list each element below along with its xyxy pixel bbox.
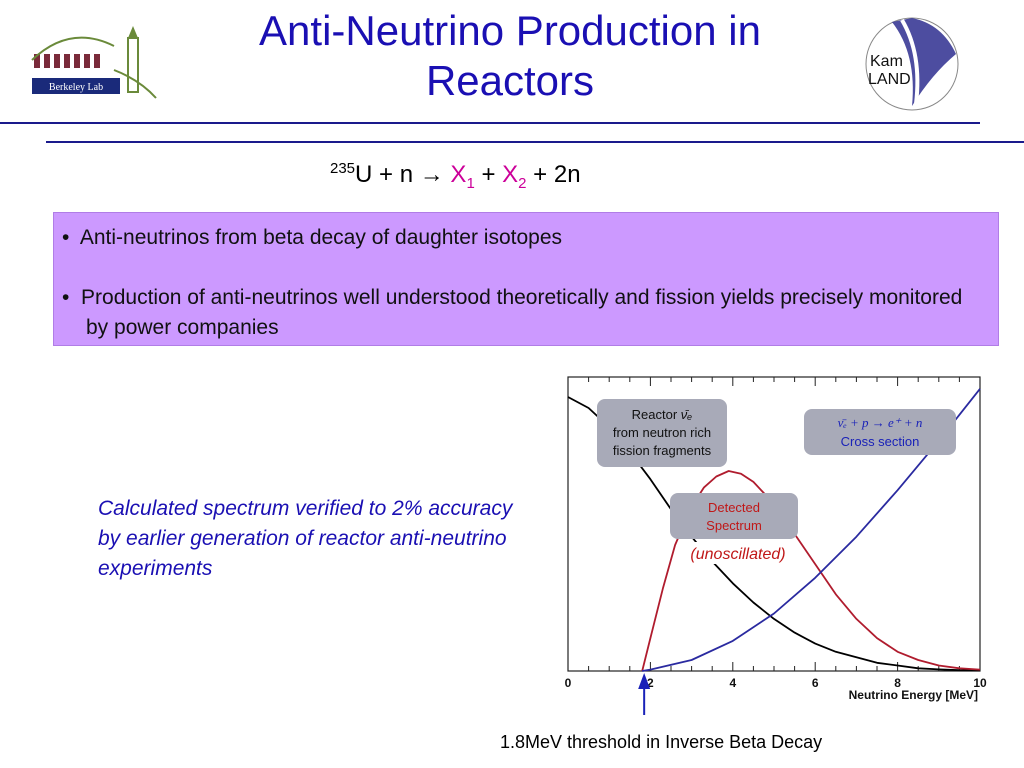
cross-section-label: Cross section: [841, 434, 920, 449]
fragment-x2-symbol: X: [502, 161, 519, 188]
uranium-mass-number: 235: [330, 160, 356, 177]
spectrum-chart: 0 2 4 6 8 10 Reactor ν̄ₑ from neutron rich fi…: [565, 376, 987, 715]
threshold-arrow-head: [638, 673, 651, 689]
fragment-x2-subscript: 2: [518, 174, 527, 192]
page-title: Anti-Neutrino Production in Reactors: [150, 6, 870, 106]
plus-two-neutrons: + 2n: [526, 161, 581, 188]
spectrum-note: Calculated spectrum verified to 2% accur…: [98, 497, 513, 580]
reactor-label-box: [597, 399, 727, 467]
unoscillated-label-bg: [678, 542, 798, 564]
x-tick-label: 2: [647, 676, 654, 690]
detected-label-box: [670, 493, 798, 539]
fragment-x1-subscript: 1: [466, 174, 475, 192]
x-tick-label: 6: [812, 676, 819, 690]
bullet-box: • Anti-neutrinos from beta decay of daug…: [53, 212, 999, 346]
plus-neutron: + n: [372, 161, 420, 188]
berkeley-lab-logo: Berkeley Lab: [31, 26, 157, 99]
reactor-label-word: Reactor: [632, 407, 681, 422]
bullet-item-1: • Anti-neutrinos from beta decay of daug…: [62, 226, 562, 249]
x-tick-label: 0: [565, 676, 572, 690]
header-rule-bottom: [46, 141, 1024, 143]
detected-label-line-1: Detected: [708, 500, 760, 515]
fragment-x1: X1: [450, 161, 474, 192]
x-axis-label: Neutrino Energy [MeV]: [849, 688, 978, 702]
fragment-x1-symbol: X: [450, 161, 467, 188]
bullet-item-2: • Production of anti-neutrinos well unde…: [62, 286, 963, 339]
berkeley-lab-text: Berkeley Lab: [49, 82, 103, 93]
x-axis-tick-labels: 0 2 4 6 8 10: [565, 676, 987, 690]
reactor-label-symbol: ν̄ₑ: [681, 407, 693, 422]
threshold-label: 1.8MeV threshold in Inverse Beta Decay: [500, 732, 823, 752]
x-tick-label: 10: [973, 676, 987, 690]
plus-sign: +: [474, 161, 503, 188]
unoscillated-label: (unoscillated): [690, 546, 785, 563]
bullet-text-2: Production of anti-neutrinos well unders…: [81, 286, 963, 339]
fragment-x2: X2: [502, 161, 526, 192]
cross-section-formula: ν̄ₑ + p → e⁺ + n: [838, 415, 923, 430]
threshold-arrow: [638, 673, 651, 715]
cross-section-label-box: [804, 409, 956, 455]
reactor-label-line-1: Reactor ν̄ₑ: [632, 407, 693, 422]
curve-cross_section: [642, 388, 981, 672]
detected-label-line-2: Spectrum: [706, 518, 762, 533]
title-line-2: Reactors: [425, 57, 595, 104]
kamland-text-1: Kam: [870, 53, 903, 70]
bullet-text-1: Anti-neutrinos from beta decay of daught…: [79, 226, 562, 249]
x-tick-label: 8: [894, 676, 901, 690]
fission-equation: 235U + n → X1 + X2 + 2n: [330, 160, 690, 192]
kamland-logo: Kam LAND: [865, 17, 959, 111]
reactor-label-line-3: fission fragments: [613, 443, 712, 458]
title-line-1: Anti-Neutrino Production in: [259, 7, 761, 54]
reactor-label-line-2: from neutron rich: [613, 425, 711, 440]
uranium-symbol: U: [355, 161, 373, 188]
kamland-text-2: LAND: [868, 71, 911, 88]
header-rule-top: [0, 122, 980, 124]
x-tick-label: 4: [729, 676, 736, 690]
reaction-arrow: →: [419, 161, 444, 188]
